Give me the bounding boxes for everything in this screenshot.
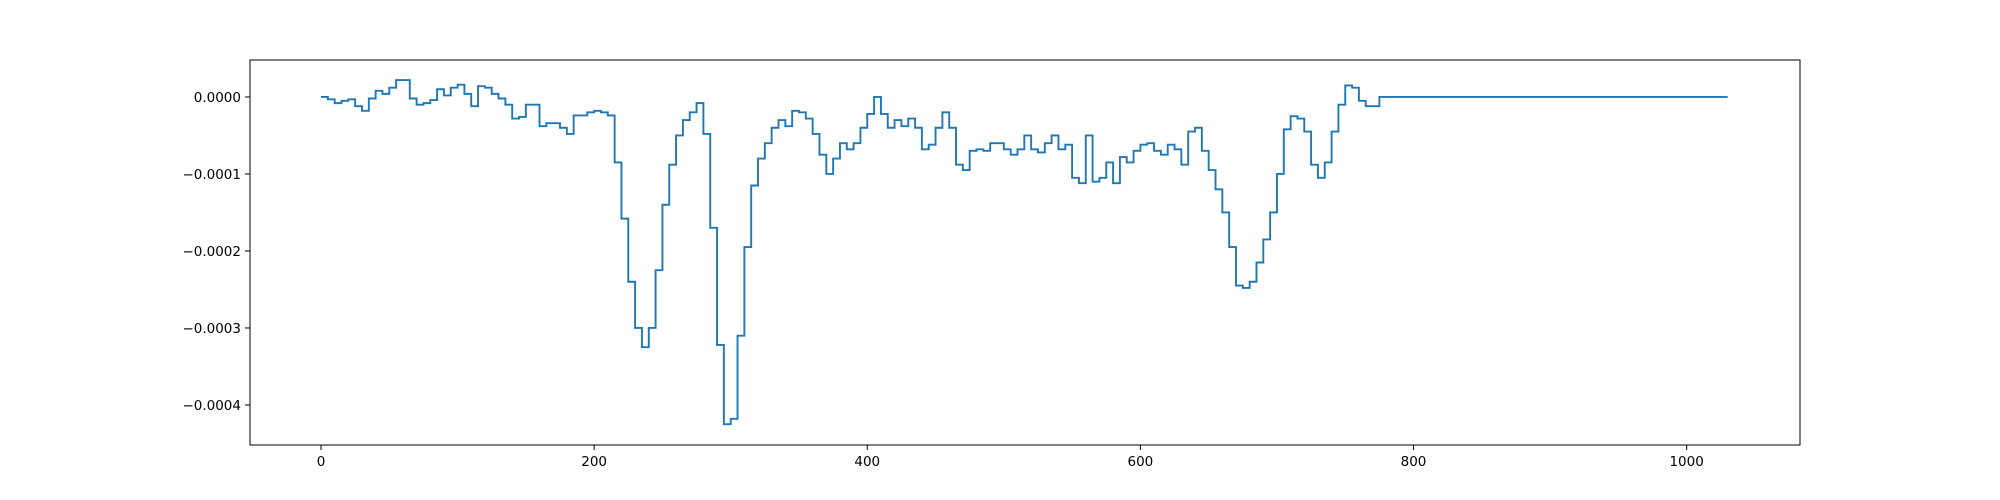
x-tick-label: 200 xyxy=(581,454,607,470)
x-tick-label: 400 xyxy=(854,454,880,470)
x-tick-label: 1000 xyxy=(1669,454,1703,470)
y-tick-label: −0.0002 xyxy=(182,244,241,260)
y-axis: 0.0000 −0.0001 −0.0002 −0.0003 −0.0004 xyxy=(182,90,250,414)
y-tick-label: 0.0000 xyxy=(194,90,241,106)
y-tick-label: −0.0004 xyxy=(182,398,241,414)
x-tick-label: 600 xyxy=(1128,454,1154,470)
y-tick-label: −0.0001 xyxy=(182,167,241,183)
plot-frame xyxy=(249,59,1801,446)
x-axis: 0 200 400 600 800 1000 xyxy=(317,445,1704,470)
x-tick-label: 0 xyxy=(317,454,326,470)
series-line xyxy=(321,79,1728,426)
y-tick-label: −0.0003 xyxy=(182,321,241,337)
x-tick-label: 800 xyxy=(1401,454,1427,470)
